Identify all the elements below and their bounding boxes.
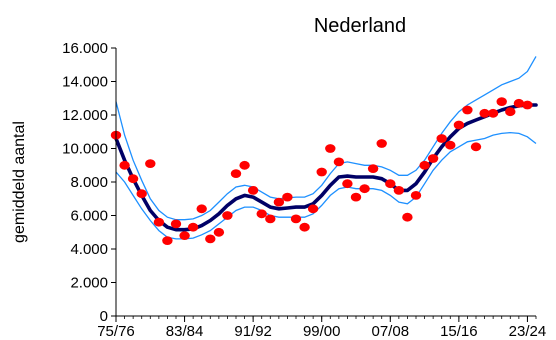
x-tick-label: 15/16 [440, 323, 478, 340]
y-tick-label: 10.000 [62, 141, 108, 158]
data-point [350, 192, 362, 202]
data-point [496, 97, 507, 106]
x-tick-label: 91/92 [234, 323, 272, 340]
y-tick-label: 8.000 [70, 174, 108, 191]
data-point [393, 186, 405, 195]
data-point [325, 144, 336, 153]
y-tick-label: 12.000 [62, 107, 108, 124]
data-point [282, 192, 293, 202]
data-point [136, 189, 147, 199]
data-point [367, 164, 379, 174]
y-axis-title: gemiddeld aantal [11, 121, 28, 243]
data-point [222, 211, 233, 220]
data-point [342, 179, 353, 189]
data-point [376, 139, 387, 148]
data-point [436, 134, 447, 143]
data-point [513, 98, 525, 108]
data-point [470, 142, 482, 152]
data-point [299, 222, 310, 232]
data-point [427, 154, 439, 163]
y-tick-label: 4.000 [70, 241, 108, 258]
data-point [205, 234, 216, 244]
data-point [479, 108, 490, 118]
data-point [196, 204, 207, 214]
x-tick-label: 99/00 [303, 323, 341, 340]
data-point [522, 100, 533, 110]
data-point [153, 217, 165, 227]
data-point [230, 169, 242, 179]
data-point [265, 214, 276, 224]
data-point [162, 236, 173, 246]
trend-layer [114, 103, 538, 232]
data-point [333, 157, 345, 167]
x-tick-label: 83/84 [166, 323, 204, 340]
data-point [419, 160, 430, 170]
data-point [187, 222, 199, 232]
data-point [487, 108, 499, 118]
data-point [359, 184, 370, 194]
data-point-layer [110, 97, 533, 246]
data-point [385, 179, 396, 189]
y-tick-label: 6.000 [70, 208, 108, 225]
x-tick-label: 75/76 [97, 323, 135, 340]
data-point [145, 159, 156, 169]
y-tick-label: 14.000 [62, 74, 108, 91]
data-point [316, 167, 327, 177]
data-point [213, 227, 225, 237]
data-point [119, 160, 130, 170]
data-point [179, 231, 190, 241]
y-tick-label: 0 [100, 308, 108, 325]
data-point [256, 209, 267, 219]
data-point [462, 105, 473, 115]
data-point [127, 174, 139, 184]
data-point [453, 120, 465, 130]
data-point [247, 186, 259, 195]
data-point [290, 214, 302, 224]
data-point [307, 204, 319, 214]
chart-title: Nederland [314, 15, 406, 37]
data-point [402, 212, 413, 222]
data-point [505, 107, 516, 117]
y-tick-label: 16.000 [62, 40, 108, 57]
trend-line [114, 103, 538, 232]
data-point [170, 219, 182, 229]
data-point [273, 197, 285, 207]
upper-band-line [115, 56, 537, 221]
y-tick-label: 2.000 [70, 275, 108, 292]
x-tick-label: 07/08 [372, 323, 410, 340]
data-point [239, 160, 250, 170]
data-point [445, 140, 456, 150]
data-point [410, 191, 422, 200]
axes: 0 2.000 4.000 6.000 8.000 10.000 12.000 14.000 1… [62, 40, 546, 340]
x-tick-label: 23/24 [509, 323, 547, 340]
